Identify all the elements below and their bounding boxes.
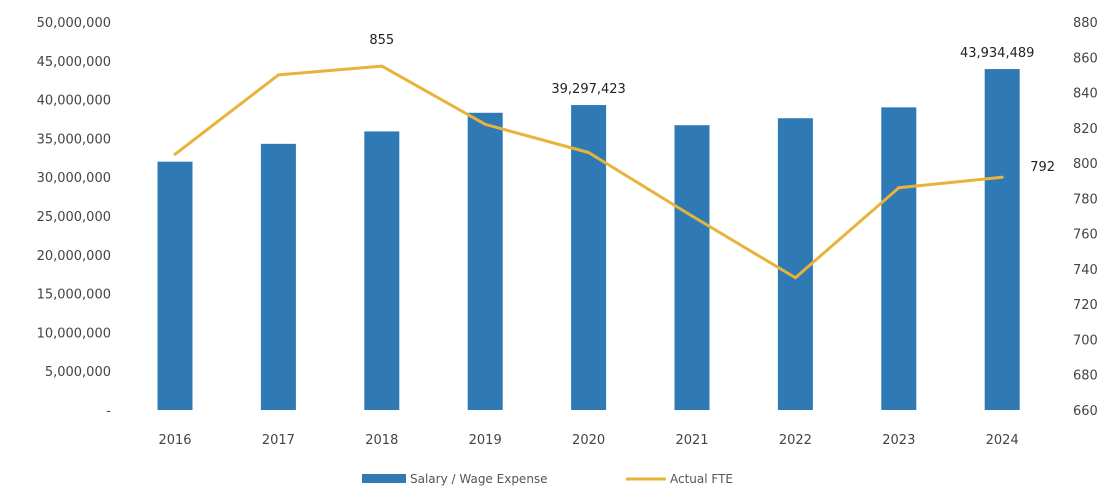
y-right-tick-label: 880 [1073,16,1098,31]
legend: Salary / Wage Expense Actual FTE [362,472,733,486]
line-point [1000,175,1004,179]
x-tick-label: 2023 [882,433,915,448]
bar [674,125,710,410]
line-point [897,186,901,190]
y-left-tick-label: 40,000,000 [37,94,111,109]
line-series [173,64,1004,280]
y-right-tick-label: 800 [1073,157,1098,172]
y-left-tick-label: - [106,404,111,419]
y-right-tick-label: 820 [1073,122,1098,137]
y-left-tick-label: 45,000,000 [37,55,111,70]
y-right-tick-label: 760 [1073,228,1098,243]
legend-label: Actual FTE [670,472,733,486]
y-right-tick-label: 700 [1073,333,1098,348]
bar [467,112,503,411]
y-right-tick-label: 660 [1073,404,1098,419]
bar [364,131,400,410]
x-tick-label: 2017 [262,433,295,448]
y-left-tick-label: 15,000,000 [37,288,111,303]
x-axis: 2016 2017 2018 2019 2020 2021 2022 2023 2024 [158,433,1018,448]
line-point [793,276,797,280]
x-tick-label: 2019 [469,433,502,448]
x-tick-label: 2018 [365,433,398,448]
bar [881,107,917,411]
y-left-tick-label: 10,000,000 [37,326,111,341]
legend-swatch-bar [362,474,406,483]
y-right-tick-label: 680 [1073,369,1098,384]
x-tick-label: 2024 [986,433,1019,448]
y-left-tick-label: 30,000,000 [37,171,111,186]
y-left-tick-label: 50,000,000 [37,16,111,31]
bar-series [157,69,1020,411]
y-left-tick-label: 20,000,000 [37,249,111,264]
data-label: 39,297,423 [551,82,625,97]
bar [984,69,1020,411]
y-right-tick-label: 720 [1073,298,1098,313]
legend-label: Salary / Wage Expense [410,472,548,486]
line-point [587,151,591,155]
y-right-tick-label: 740 [1073,263,1098,278]
y-left-tick-label: 35,000,000 [37,132,111,147]
data-label: 855 [369,33,394,48]
x-tick-label: 2016 [158,433,191,448]
y-left-tick-label: 25,000,000 [37,210,111,225]
line-point [690,214,694,218]
x-tick-label: 2022 [779,433,812,448]
bar [777,118,813,410]
data-label: 792 [1030,160,1055,175]
data-labels: 855 39,297,423 43,934,489 792 [369,33,1055,175]
left-axis: - 5,000,000 10,000,000 15,000,000 20,000,000… [37,16,112,419]
y-right-tick-label: 860 [1073,51,1098,66]
line-point [483,122,487,126]
data-label: 43,934,489 [960,46,1034,61]
line-point [380,64,384,68]
bar [157,161,193,410]
x-tick-label: 2021 [675,433,708,448]
right-axis: 660 680 700 720 740 760 780 800 820 840 860 880 [1073,16,1098,419]
y-right-tick-label: 780 [1073,192,1098,207]
line-point [173,152,177,156]
bar [571,105,607,410]
bar [260,143,296,410]
line-point [276,73,280,77]
y-right-tick-label: 840 [1073,87,1098,102]
y-left-tick-label: 5,000,000 [45,365,111,380]
x-tick-label: 2020 [572,433,605,448]
